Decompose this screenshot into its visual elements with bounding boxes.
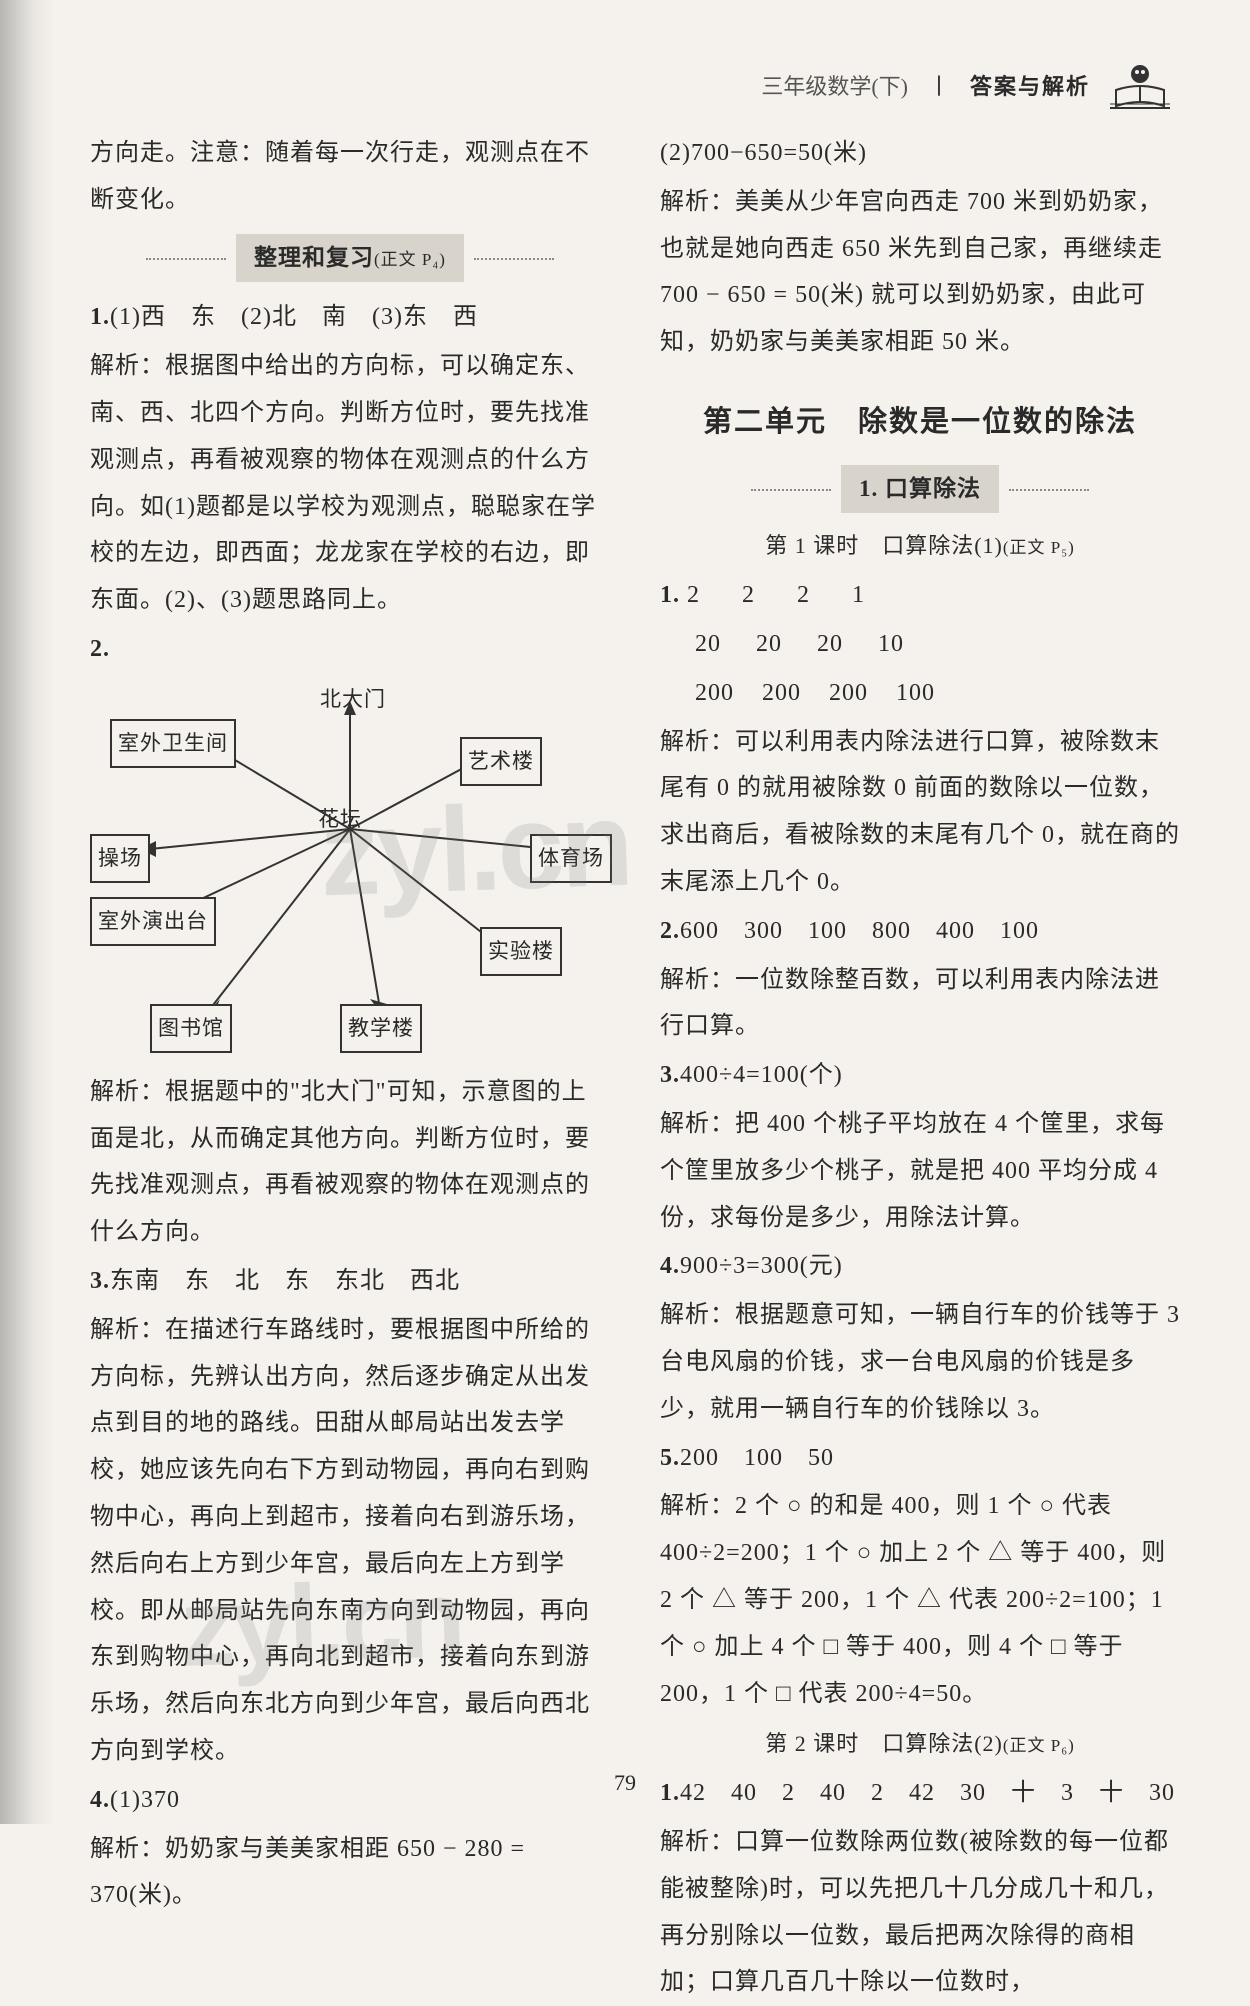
r-q5: 5.200 100 50 <box>660 1435 1180 1482</box>
r-q3: 3.400÷4=100(个) <box>660 1052 1180 1099</box>
r-q1-row3: 200 200 200 100 <box>660 670 1180 717</box>
r-q2: 2.600 300 100 800 400 100 <box>660 908 1180 955</box>
lesson1-ref: (正文 P₅) <box>1003 538 1075 557</box>
r-q2-explain: 解析：一位数除整百数，可以利用表内除法进行口算。 <box>660 957 1180 1051</box>
q3: 3.东南 东 北 东 东北 西北 <box>90 1258 610 1305</box>
lesson2-ref: (正文 P₆) <box>1003 1736 1075 1755</box>
columns: 方向走。注意：随着每一次行走，观测点在不断变化。 整理和复习(正文 P₄) 1.… <box>90 130 1180 1750</box>
lesson2-label: 第 2 课时 口算除法(2) <box>765 1731 1003 1756</box>
page: 三年级数学(下) 丨 答案与解析 方向走。注意：随着每一次行走，观测点在不断变化… <box>0 0 1250 1824</box>
r-q3-num: 3. <box>660 1062 680 1088</box>
q4: 4.(1)370 <box>90 1777 610 1824</box>
q4-explain1: 解析：奶奶家与美美家相距 650 − 280 = 370(米)。 <box>90 1826 610 1920</box>
header-title: 答案与解析 <box>970 69 1090 101</box>
node-lib: 图书馆 <box>150 1004 232 1053</box>
sub1-title: 1. 口算除法 <box>859 476 981 501</box>
map-diagram: 花坛 北大门 室外卫生间 艺术楼 操场 体育场 室外演出台 实验楼 图书馆 教学… <box>90 679 610 1059</box>
r-q1-explain: 解析：可以利用表内除法进行口算，被除数末尾有 0 的就用被除数 0 前面的数除以… <box>660 719 1180 906</box>
r2-q1-num: 1. <box>660 1780 680 1806</box>
r-q1: 1. 2 2 2 1 <box>660 572 1180 619</box>
node-teach: 教学楼 <box>340 1004 422 1053</box>
q3-num: 3. <box>90 1268 110 1294</box>
reader-icon <box>1110 60 1170 110</box>
q1: 1.(1)西 东 (2)北 南 (3)东 西 <box>90 294 610 341</box>
r-q5-explain: 解析：2 个 ○ 的和是 400，则 1 个 ○ 代表 400÷2=200；1 … <box>660 1483 1180 1717</box>
section-review: 整理和复习(正文 P₄) <box>90 234 610 283</box>
page-number: 79 <box>614 1770 636 1796</box>
page-header: 三年级数学(下) 丨 答案与解析 <box>761 60 1170 110</box>
q4-part2: (2)700−650=50(米) <box>660 130 1180 177</box>
q4-explain2: 解析：美美从少年宫向西走 700 米到奶奶家，也就是她向西走 650 米先到自己… <box>660 179 1180 366</box>
q2: 2. <box>90 626 610 673</box>
header-divider: 丨 <box>928 69 950 101</box>
lesson1-label: 第 1 课时 口算除法(1) <box>765 533 1003 558</box>
section-title: 整理和复习 <box>254 245 374 270</box>
r-q3-ans: 400÷4=100(个) <box>680 1062 843 1088</box>
r-q3-explain: 解析：把 400 个桃子平均放在 4 个筐里，求每个筐里放多少个桃子，就是把 4… <box>660 1101 1180 1241</box>
column-left: 方向走。注意：随着每一次行走，观测点在不断变化。 整理和复习(正文 P₄) 1.… <box>90 130 620 1750</box>
q2-num: 2. <box>90 636 110 662</box>
r-q5-num: 5. <box>660 1445 680 1471</box>
r-q2-ans: 600 300 100 800 400 100 <box>680 918 1039 944</box>
q1-answers: (1)西 东 (2)北 南 (3)东 西 <box>110 304 478 330</box>
r2-q1-ans: 42 40 2 40 2 42 30 十 3 十 30 <box>680 1780 1175 1806</box>
node-field: 操场 <box>90 834 150 883</box>
r-q5-ans: 200 100 50 <box>680 1445 834 1471</box>
q3-explain: 解析：在描述行车路线时，要根据图中所给的方向标，先辨认出方向，然后逐步确定从出发… <box>90 1307 610 1775</box>
q4-part1: (1)370 <box>110 1787 180 1813</box>
r-q1-row2: 20 20 20 10 <box>660 621 1180 668</box>
node-gate: 北大门 <box>320 679 386 720</box>
r-q4: 4.900÷3=300(元) <box>660 1243 1180 1290</box>
r-q1-num: 1. <box>660 582 680 608</box>
node-stage: 室外演出台 <box>90 897 216 946</box>
q3-answers: 东南 东 北 东 东北 西北 <box>110 1268 460 1294</box>
section-mental-division: 1. 口算除法 <box>660 465 1180 514</box>
r-q4-num: 4. <box>660 1253 680 1279</box>
scan-shadow <box>0 0 55 1824</box>
header-subject: 三年级数学(下) <box>761 69 908 101</box>
node-gym: 体育场 <box>530 834 612 883</box>
q1-explain: 解析：根据图中给出的方向标，可以确定东、南、西、北四个方向。判断方位时，要先找准… <box>90 343 610 624</box>
r-q4-ans: 900÷3=300(元) <box>680 1253 843 1279</box>
node-flowerbed: 花坛 <box>318 799 362 840</box>
node-lab: 实验楼 <box>480 927 562 976</box>
r-q1-row1: 2 2 2 1 <box>680 582 865 608</box>
lesson1: 第 1 课时 口算除法(1)(正文 P₅) <box>660 525 1180 568</box>
lesson2: 第 2 课时 口算除法(2)(正文 P₆) <box>660 1723 1180 1766</box>
unit2-title: 第二单元 除数是一位数的除法 <box>660 394 1180 451</box>
r-q2-num: 2. <box>660 918 680 944</box>
intro-text: 方向走。注意：随着每一次行走，观测点在不断变化。 <box>90 130 610 224</box>
q2-explain: 解析：根据题中的"北大门"可知，示意图的上面是北，从而确定其他方向。判断方位时，… <box>90 1069 610 1256</box>
r2-q1: 1.42 40 2 40 2 42 30 十 3 十 30 <box>660 1770 1180 1817</box>
r-q4-explain: 解析：根据题意可知，一辆自行车的价钱等于 3 台电风扇的价钱，求一台电风扇的价钱… <box>660 1292 1180 1432</box>
column-right: (2)700−650=50(米) 解析：美美从少年宫向西走 700 米到奶奶家，… <box>650 130 1180 1750</box>
q1-num: 1. <box>90 304 110 330</box>
q4-num: 4. <box>90 1787 110 1813</box>
node-art: 艺术楼 <box>460 737 542 786</box>
r2-q1-explain: 解析：口算一位数除两位数(被除数的每一位都能被整除)时，可以先把几十几分成几十和… <box>660 1819 1180 2006</box>
section-ref: (正文 P₄) <box>374 250 446 269</box>
node-wc: 室外卫生间 <box>110 719 236 768</box>
